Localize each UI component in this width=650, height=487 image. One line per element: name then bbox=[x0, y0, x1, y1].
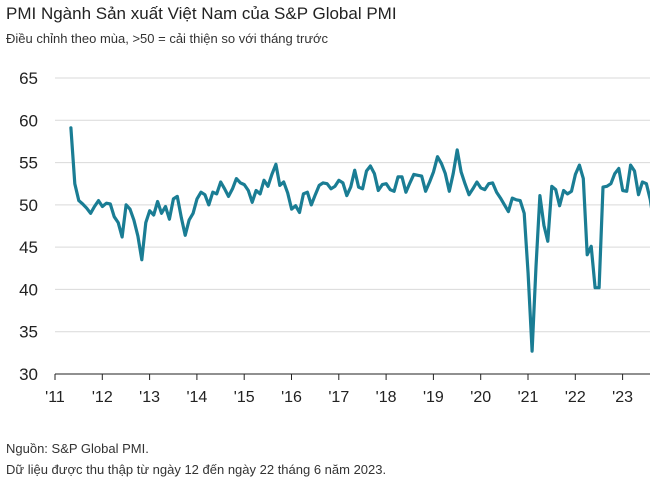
y-axis-tick-labels: 30 35 40 45 50 55 60 65 bbox=[19, 69, 38, 384]
x-tick-label: '19 bbox=[423, 389, 444, 406]
y-tick-label: 30 bbox=[19, 365, 38, 384]
x-tick-label: '20 bbox=[470, 389, 491, 406]
x-tick-label: '22 bbox=[565, 389, 586, 406]
y-tick-label: 40 bbox=[19, 280, 38, 299]
data-collection-note: Dữ liệu được thu thập từ ngày 12 đến ngà… bbox=[6, 462, 387, 477]
y-tick-label: 50 bbox=[19, 196, 38, 215]
x-tick-label: '11 bbox=[45, 389, 65, 406]
chart-subtitle: Điều chỉnh theo mùa, >50 = cải thiện so … bbox=[6, 31, 329, 46]
x-axis-tick-labels: '11 '12 '13 '14 '15 '16 '17 '18 '19 '20 '21 '22 '23 bbox=[45, 389, 633, 406]
x-tick-label: '16 bbox=[281, 389, 302, 406]
x-axis bbox=[54, 373, 650, 380]
x-tick-label: '18 bbox=[376, 389, 397, 406]
x-tick-label: '14 bbox=[186, 389, 207, 406]
gridlines bbox=[55, 77, 650, 333]
y-tick-label: 55 bbox=[19, 154, 38, 173]
chart-title: PMI Ngành Sản xuất Việt Nam của S&P Glob… bbox=[6, 4, 397, 23]
x-tick-label: '17 bbox=[328, 389, 349, 406]
x-tick-label: '12 bbox=[92, 389, 113, 406]
pmi-series-line bbox=[69, 126, 650, 353]
source-note: Nguồn: S&P Global PMI. bbox=[6, 441, 149, 456]
x-tick-label: '23 bbox=[612, 389, 633, 406]
y-tick-label: 45 bbox=[19, 238, 38, 257]
y-tick-label: 60 bbox=[19, 111, 38, 130]
x-tick-label: '13 bbox=[139, 389, 160, 406]
x-tick-label: '15 bbox=[234, 389, 255, 406]
y-tick-label: 65 bbox=[19, 69, 38, 88]
x-tick-label: '21 bbox=[518, 389, 539, 406]
y-tick-label: 35 bbox=[19, 323, 38, 342]
